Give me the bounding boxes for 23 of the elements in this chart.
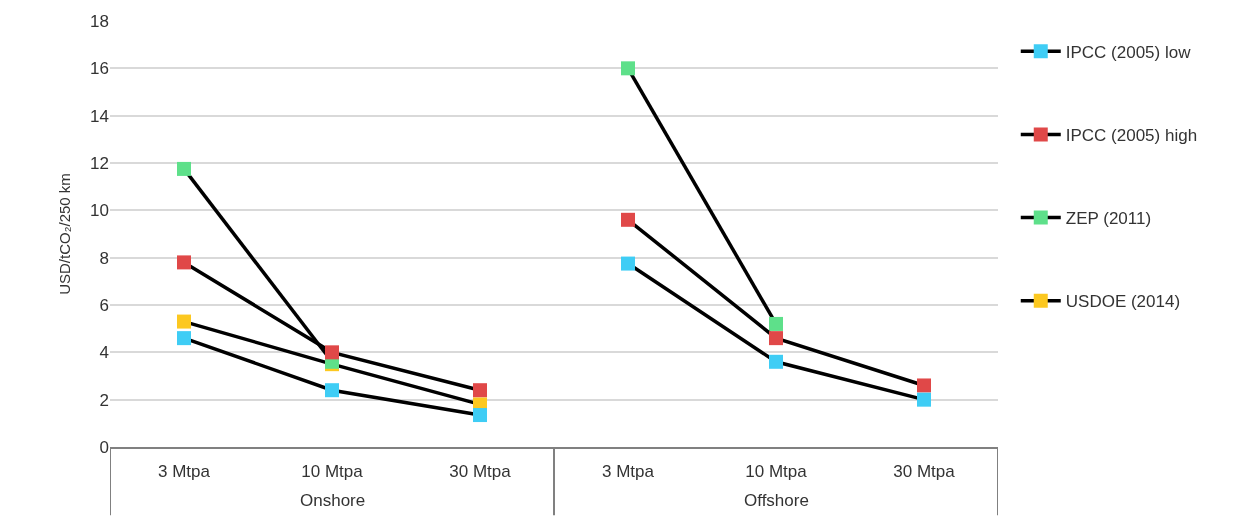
x-tick-label: 30 Mtpa	[893, 462, 956, 482]
x-tick-label: 3 Mtpa	[158, 462, 211, 482]
y-tick-label: 0	[99, 437, 109, 457]
y-tick-label: 12	[90, 153, 109, 173]
x-tick-label: 3 Mtpa	[602, 462, 655, 482]
y-tick-label: 10	[90, 201, 109, 221]
y-tick-label: 18	[90, 11, 109, 31]
text: Onshore	[300, 491, 366, 510]
legend-label: USDOE (2014)	[1065, 292, 1181, 312]
y-tick-label: 6	[99, 295, 109, 315]
y-axis-title: USD/tCO₂/250 km	[56, 173, 74, 295]
legend-label: ZEP (2011)	[1065, 209, 1152, 229]
y-tick-label: 8	[99, 248, 109, 268]
y-tick-label: 2	[99, 390, 109, 410]
x-tick-label: 30 Mtpa	[449, 462, 512, 482]
y-tick-label: 16	[90, 59, 109, 79]
legend-label: IPCC (2005) high	[1065, 126, 1198, 146]
text: Offshore	[744, 491, 809, 510]
x-tick-label: 10 Mtpa	[745, 462, 808, 482]
legend-label: IPCC (2005) low	[1065, 42, 1192, 62]
x-tick-label: 10 Mtpa	[301, 462, 364, 482]
y-tick-label: 14	[90, 106, 109, 126]
y-tick-label: 4	[99, 343, 109, 363]
